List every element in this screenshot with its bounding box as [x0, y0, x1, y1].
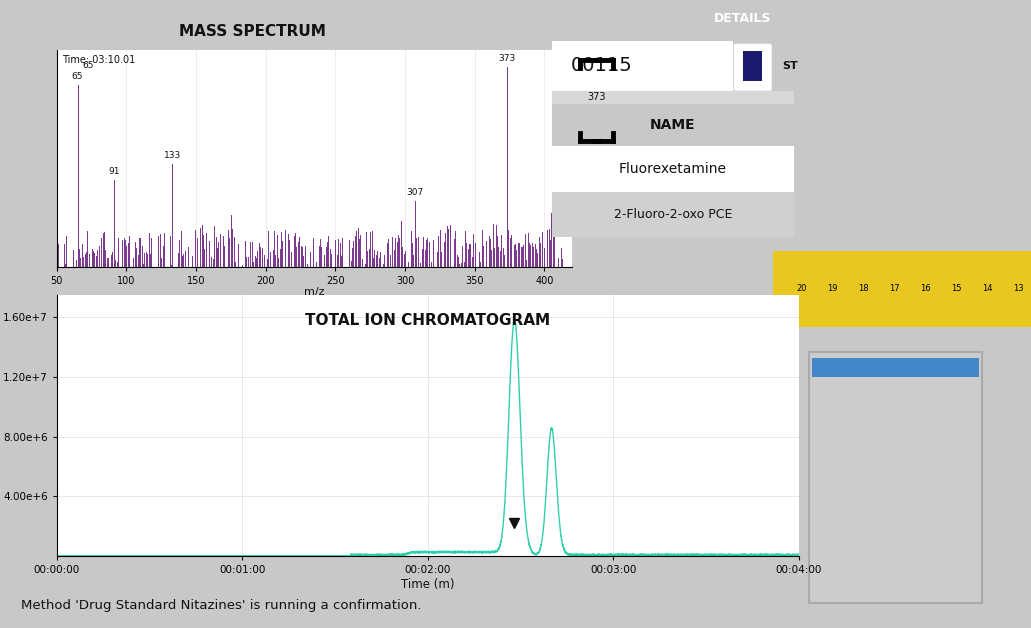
FancyBboxPatch shape [809, 352, 982, 603]
Text: Method 'Drug Standard Nitazines' is running a confirmation.: Method 'Drug Standard Nitazines' is runn… [21, 599, 421, 612]
Text: NAME: NAME [650, 118, 696, 132]
Text: MASS SPECTRUM: MASS SPECTRUM [179, 24, 326, 40]
X-axis label: Time (m): Time (m) [401, 578, 455, 590]
Text: 14: 14 [982, 284, 993, 293]
Text: Time: 03:10.01: Time: 03:10.01 [62, 55, 135, 65]
Text: 13: 13 [1012, 284, 1024, 293]
Text: 373: 373 [498, 53, 516, 63]
FancyBboxPatch shape [812, 358, 979, 377]
Text: ST: ST [781, 61, 798, 71]
Text: 133: 133 [164, 151, 181, 160]
FancyBboxPatch shape [552, 146, 794, 192]
Text: 91: 91 [108, 167, 120, 176]
Text: TOTAL ION CHROMATOGRAM: TOTAL ION CHROMATOGRAM [305, 313, 551, 328]
Text: 373: 373 [588, 92, 606, 102]
Text: 18: 18 [858, 284, 869, 293]
FancyBboxPatch shape [552, 41, 733, 91]
Text: 20: 20 [796, 284, 807, 293]
Text: 65: 65 [81, 61, 94, 70]
Text: 00115: 00115 [571, 57, 633, 75]
FancyBboxPatch shape [773, 251, 1031, 327]
FancyBboxPatch shape [743, 51, 762, 81]
FancyBboxPatch shape [552, 91, 794, 104]
Text: 19: 19 [827, 284, 838, 293]
Text: 2-Fluoro-2-oxo PCE: 2-Fluoro-2-oxo PCE [613, 208, 732, 220]
Text: DETAILS: DETAILS [713, 13, 771, 25]
Text: 16: 16 [920, 284, 931, 293]
Text: 15: 15 [951, 284, 962, 293]
Text: 307: 307 [406, 188, 424, 197]
Text: 65: 65 [72, 72, 84, 81]
FancyBboxPatch shape [733, 43, 772, 91]
Text: Fluorexetamine: Fluorexetamine [619, 162, 727, 176]
Text: 17: 17 [889, 284, 900, 293]
FancyBboxPatch shape [552, 192, 794, 237]
FancyBboxPatch shape [552, 104, 794, 146]
X-axis label: m/z: m/z [304, 288, 325, 297]
